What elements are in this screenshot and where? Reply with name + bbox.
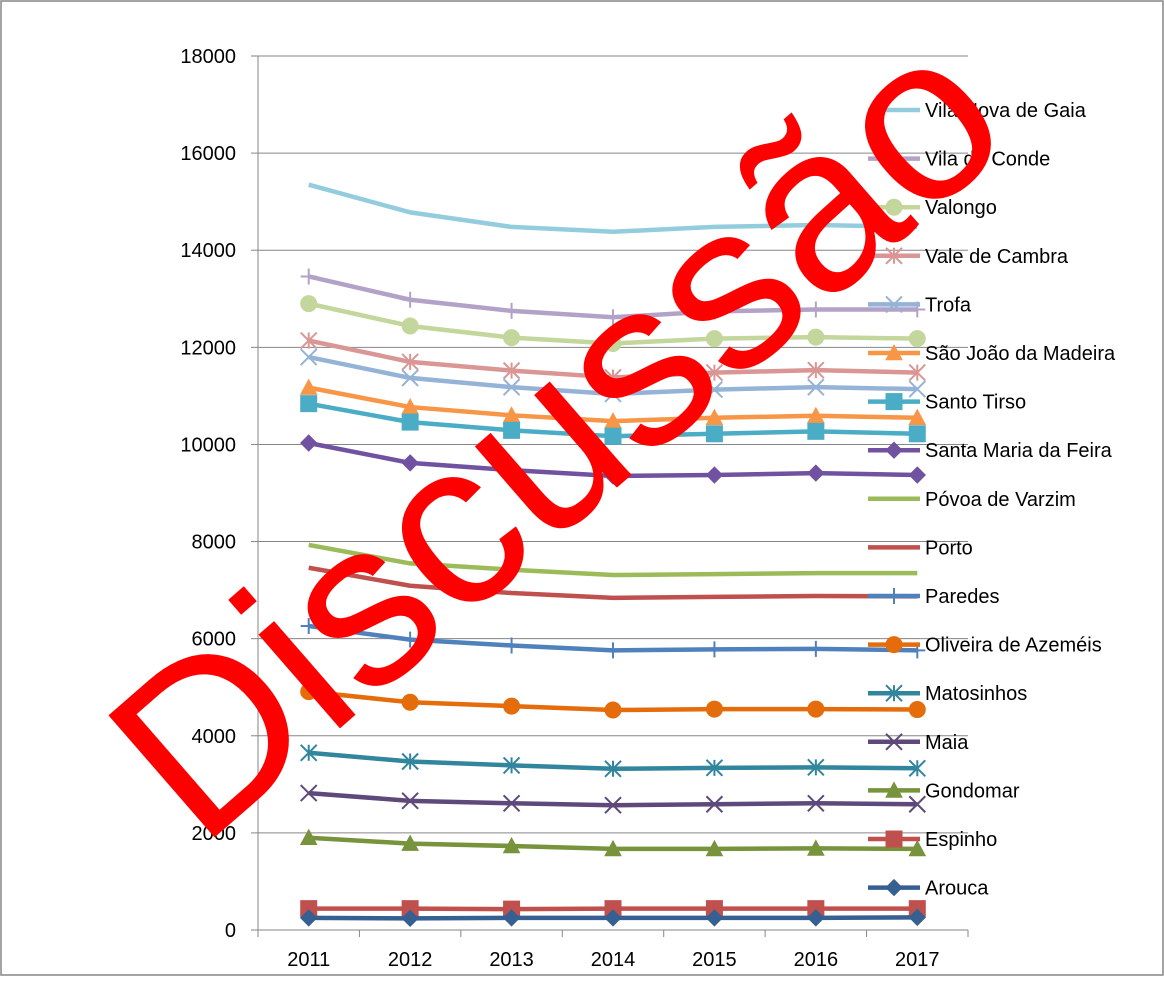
x-tick-label: 2011 [287,949,330,971]
marker-circle [909,702,925,718]
marker-square [886,394,902,410]
y-tick-label: 14000 [180,240,236,262]
marker-square [301,396,317,412]
legend-label: Santo Tirso [925,392,1026,414]
marker-circle [808,701,824,717]
x-tick-label: 2014 [591,949,636,971]
legend-label: Porto [925,537,973,559]
marker-circle [909,331,925,347]
y-tick-label: 16000 [180,143,236,165]
marker-circle [706,701,722,717]
legend-label: Gondomar [925,780,1020,802]
y-tick-label: 0 [225,920,236,942]
marker-square [886,831,902,847]
marker-circle [504,698,520,714]
y-tick-label: 10000 [180,434,236,456]
legend-label: Arouca [925,878,989,900]
legend-label: Trofa [925,294,972,316]
marker-circle [301,296,317,312]
legend-label: Póvoa de Varzim [925,489,1076,511]
marker-circle [402,318,418,334]
x-tick-label: 2012 [388,949,433,971]
legend-label: Paredes [925,586,1000,608]
x-tick-label: 2016 [794,949,839,971]
legend-label: Espinho [925,829,997,851]
marker-square [808,423,824,439]
y-tick-label: 18000 [180,46,236,68]
x-tick-label: 2013 [489,949,534,971]
legend-label: Matosinhos [925,683,1027,705]
x-tick-label: 2017 [895,949,940,971]
marker-circle [886,637,902,653]
marker-circle [605,702,621,718]
x-tick-label: 2015 [692,949,737,971]
marker-square [909,426,925,442]
legend-label: São João da Madeira [925,343,1116,365]
legend-label: Oliveira de Azeméis [925,635,1102,657]
y-tick-label: 12000 [180,337,236,359]
legend-label: Santa Maria da Feira [925,440,1113,462]
legend-label: Maia [925,732,969,754]
